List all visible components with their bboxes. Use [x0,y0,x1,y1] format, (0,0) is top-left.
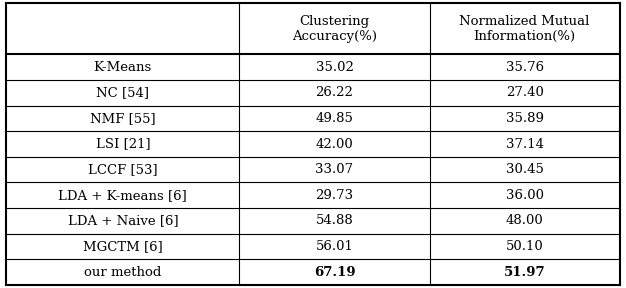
Text: 42.00: 42.00 [316,137,353,151]
Text: 26.22: 26.22 [316,86,354,99]
Text: 36.00: 36.00 [506,189,543,202]
Text: 67.19: 67.19 [314,266,356,279]
Text: MGCTM [6]: MGCTM [6] [83,240,163,253]
Text: Clustering
Accuracy(%): Clustering Accuracy(%) [292,14,377,43]
Text: 30.45: 30.45 [506,163,543,176]
Text: our method: our method [84,266,162,279]
Text: 49.85: 49.85 [316,112,354,125]
Text: 35.89: 35.89 [506,112,543,125]
Text: 48.00: 48.00 [506,215,543,228]
Text: 27.40: 27.40 [506,86,543,99]
Text: LDA + K-means [6]: LDA + K-means [6] [58,189,187,202]
Text: NC [54]: NC [54] [96,86,150,99]
Text: LSI [21]: LSI [21] [96,137,150,151]
Text: 35.02: 35.02 [316,60,354,73]
Text: 54.88: 54.88 [316,215,353,228]
Text: 35.76: 35.76 [506,60,544,73]
Text: Normalized Mutual
Information(%): Normalized Mutual Information(%) [459,14,590,43]
Text: NMF [55]: NMF [55] [90,112,156,125]
Text: 37.14: 37.14 [506,137,543,151]
Text: 51.97: 51.97 [504,266,545,279]
Text: 29.73: 29.73 [316,189,354,202]
Text: LDA + Naive [6]: LDA + Naive [6] [68,215,178,228]
Text: 56.01: 56.01 [316,240,354,253]
Text: LCCF [53]: LCCF [53] [88,163,158,176]
Text: K-Means: K-Means [94,60,152,73]
Text: 33.07: 33.07 [316,163,354,176]
Text: 50.10: 50.10 [506,240,543,253]
